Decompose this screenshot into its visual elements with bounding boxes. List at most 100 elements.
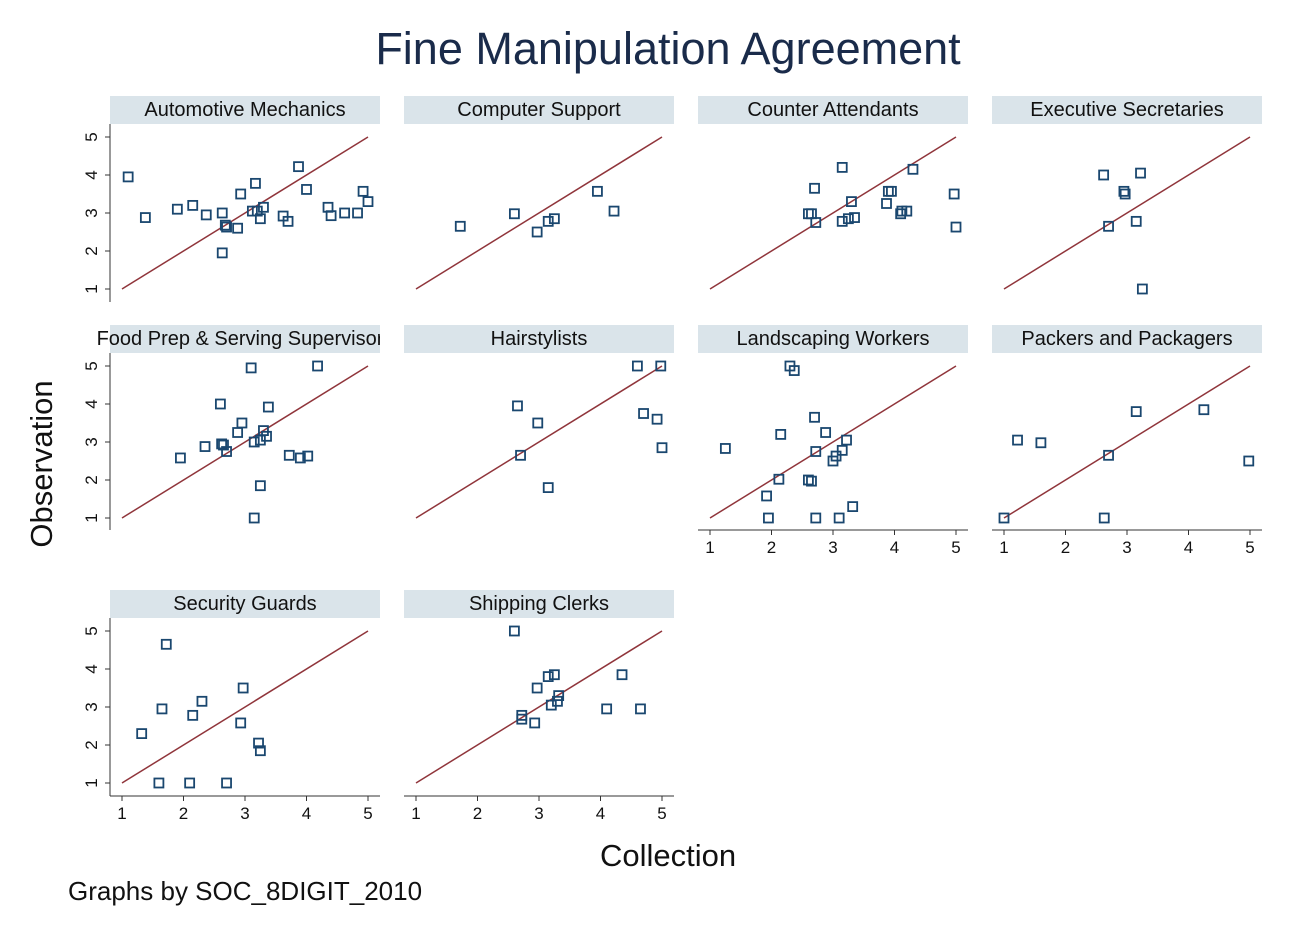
data-point (1012, 434, 1023, 446)
data-point (901, 205, 913, 217)
data-point (820, 427, 832, 438)
x-tick-label: 4 (596, 804, 605, 823)
data-point (254, 745, 266, 757)
data-point (847, 501, 859, 513)
data-point (1119, 188, 1131, 200)
y-tick-label: 4 (82, 399, 101, 408)
data-point (842, 213, 854, 225)
panel-strip (110, 325, 380, 353)
data-point (352, 207, 363, 219)
reference-line (709, 136, 957, 290)
panel-title: Automotive Mechanics (144, 99, 345, 121)
data-point (601, 703, 613, 715)
data-point (293, 161, 304, 173)
panel-title: Executive Secretaries (1030, 99, 1223, 121)
data-point (235, 717, 247, 729)
data-point (200, 209, 212, 221)
data-point (998, 512, 1010, 524)
data-point (184, 777, 196, 789)
data-point (214, 398, 226, 410)
data-point (218, 439, 229, 451)
panel-automotive-mechanics: Automotive Mechanics 1 2 3 4 5 (82, 96, 380, 302)
data-point (656, 442, 668, 454)
data-point (454, 220, 466, 232)
data-point (761, 490, 772, 502)
data-point (236, 417, 248, 429)
data-point (1130, 215, 1142, 227)
data-point (1243, 455, 1255, 467)
x-tick-label: 1 (117, 804, 126, 823)
data-point (248, 512, 260, 524)
panel-strip (698, 325, 968, 353)
data-point (508, 208, 520, 220)
reference-line (709, 365, 957, 519)
chart-title: Fine Manipulation Agreement (375, 23, 961, 74)
data-point (719, 443, 731, 454)
data-point (608, 205, 620, 217)
x-tick-label: 3 (828, 538, 837, 557)
data-point (542, 671, 554, 682)
y-tick-label: 2 (82, 740, 101, 749)
y-tick-label: 1 (82, 284, 101, 293)
data-point (849, 212, 860, 223)
data-point (592, 185, 603, 197)
panel-strip (992, 96, 1262, 124)
data-point (237, 682, 249, 694)
data-point (948, 188, 960, 200)
data-point (362, 196, 374, 208)
data-point (810, 217, 822, 228)
data-point (232, 222, 244, 234)
data-point (258, 425, 269, 437)
data-point (655, 360, 667, 372)
reference-line (121, 630, 369, 784)
panel-food-prep-serving-supervisors: Food Prep & Serving Supervisors 1 2 3 4 5 (82, 325, 394, 530)
data-point (531, 226, 543, 238)
data-point (1130, 406, 1142, 418)
reference-line (121, 365, 369, 519)
data-point (1035, 437, 1047, 449)
panel-strip (404, 96, 674, 124)
panel-title: Security Guards (173, 593, 316, 615)
data-point (830, 450, 842, 462)
reference-line (415, 630, 663, 784)
panel-title: Shipping Clerks (469, 593, 609, 615)
data-point (1118, 185, 1130, 197)
data-point (160, 638, 172, 650)
data-point (294, 452, 306, 464)
panel-title: Landscaping Workers (736, 328, 929, 350)
data-point (175, 452, 186, 464)
data-point (881, 198, 892, 209)
panel-strip (404, 590, 674, 618)
x-tick-label: 5 (1245, 538, 1254, 557)
data-point (253, 737, 264, 749)
data-point (282, 215, 294, 227)
data-point (788, 365, 800, 376)
data-point (221, 777, 232, 789)
y-tick-label: 1 (82, 778, 101, 787)
panel-executive-secretaries: Executive Secretaries (992, 96, 1262, 302)
data-point (638, 408, 649, 419)
graph-note: Graphs by SOC_8DIGIT_2010 (68, 876, 422, 906)
x-tick-label: 2 (767, 538, 776, 557)
data-point (635, 703, 646, 715)
panel-title: Hairstylists (491, 328, 588, 350)
data-point (836, 215, 848, 227)
data-point (216, 207, 228, 219)
data-point (221, 221, 232, 233)
data-point (171, 203, 183, 215)
panel-title: Food Prep & Serving Supervisors (97, 328, 394, 350)
data-point (542, 482, 554, 494)
panel-packers-and-packagers: Packers and Packagers 1 2 3 4 5 (992, 325, 1262, 557)
data-point (1198, 404, 1210, 416)
data-point (187, 709, 199, 721)
reference-line (415, 136, 663, 290)
data-point (261, 430, 272, 442)
data-point (221, 446, 232, 457)
data-point (139, 212, 151, 223)
data-point (548, 669, 560, 681)
panel-shipping-clerks: Shipping Clerks 1 2 3 4 5 (404, 590, 674, 823)
x-tick-label: 2 (179, 804, 188, 823)
x-tick-label: 5 (951, 538, 960, 557)
x-tick-label: 5 (657, 804, 666, 823)
